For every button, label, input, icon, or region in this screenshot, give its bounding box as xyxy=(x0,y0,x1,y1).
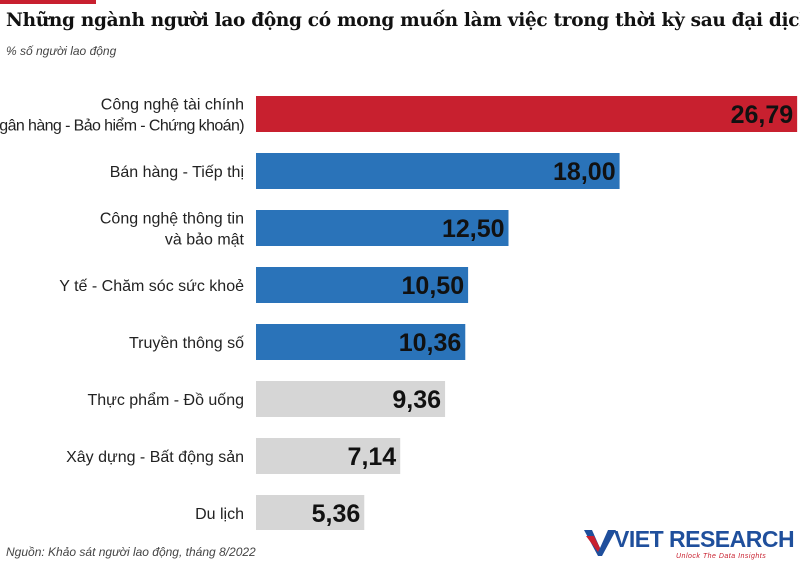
viet-research-logo: VIET RESEARCH Unlock The Data Insights xyxy=(584,526,796,562)
bar xyxy=(256,438,401,474)
category-label: Thực phẩm - Đồ uống xyxy=(87,391,244,409)
bar-value-label: 18,00 xyxy=(553,158,616,186)
category-label: Bán hàng - Tiếp thị xyxy=(110,164,244,181)
bar xyxy=(256,153,620,189)
bar xyxy=(256,267,469,303)
bar-value-label: 9,36 xyxy=(392,386,441,414)
category-label: Du lịch xyxy=(195,506,244,523)
top-accent-bar xyxy=(0,0,96,4)
bar-value-label: 5,36 xyxy=(312,500,361,528)
bar-value-label: 10,50 xyxy=(402,272,465,300)
bar xyxy=(256,96,798,132)
chart-title: Những ngành người lao động có mong muốn … xyxy=(6,10,800,31)
logo-text: VIET RESEARCH xyxy=(614,526,795,552)
category-label: Xây dựng - Bất động sản xyxy=(66,449,244,466)
bar-value-label: 7,14 xyxy=(348,443,397,471)
bar-chart: 26,79 Công nghệ tài chính (Ngân hàng - Bảo… xyxy=(0,96,798,530)
logo-v-mark-icon xyxy=(584,530,616,556)
bar-value-label: 12,50 xyxy=(442,215,505,243)
chart-subtitle: % số người lao động xyxy=(6,44,117,58)
bar xyxy=(256,381,446,417)
bar-value-label: 26,79 xyxy=(731,101,794,129)
category-label: Công nghệ tài chính xyxy=(101,97,244,114)
logo-tagline: Unlock The Data Insights xyxy=(676,553,767,560)
category-label: Truyền thông số xyxy=(129,335,244,352)
source-note: Nguồn: Khảo sát người lao động, tháng 8/… xyxy=(6,545,256,559)
bar xyxy=(256,210,509,246)
bar-value-label: 10,36 xyxy=(399,329,462,357)
category-label: và bảo mật xyxy=(165,232,245,249)
category-label: Y tế - Chăm sóc sức khoẻ xyxy=(59,278,244,295)
bar xyxy=(256,495,365,530)
category-label: (Ngân hàng - Bảo hiểm - Chứng khoán) xyxy=(0,117,244,135)
category-label: Công nghệ thông tin xyxy=(100,211,244,228)
bar xyxy=(256,324,466,360)
